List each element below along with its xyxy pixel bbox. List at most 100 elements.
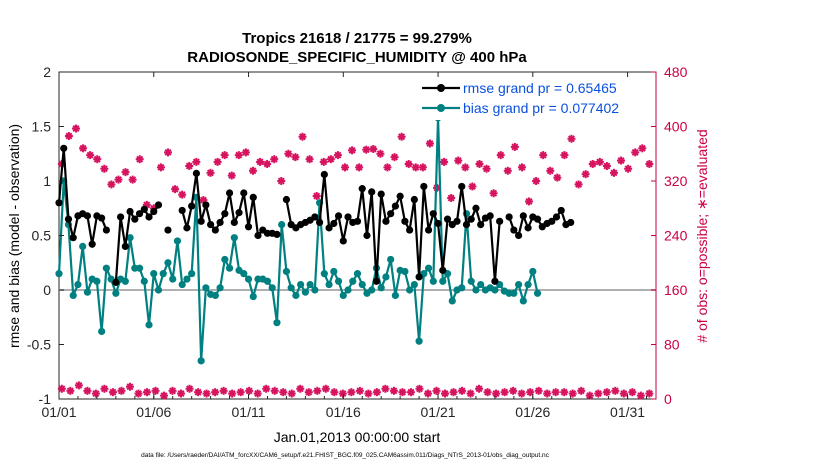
obs-possible-dot bbox=[144, 202, 149, 208]
obs-evaluated-dot bbox=[374, 389, 380, 395]
obs-possible-dot bbox=[519, 165, 525, 170]
obs-evaluated-dot bbox=[391, 388, 397, 394]
obs-possible-point bbox=[617, 156, 626, 165]
rmse-point bbox=[401, 217, 409, 225]
obs-possible-dot bbox=[406, 161, 411, 167]
rmse-point bbox=[249, 193, 257, 201]
obs-evaluated-dot bbox=[459, 388, 465, 394]
obs-possible-dot bbox=[463, 165, 468, 170]
bias-point bbox=[514, 280, 523, 289]
obs-possible-dot bbox=[505, 168, 510, 173]
bias-point bbox=[429, 277, 437, 285]
obs-possible-dot bbox=[222, 152, 227, 158]
rmse-series bbox=[55, 144, 575, 286]
bias-point bbox=[467, 277, 475, 285]
obs-possible-dot bbox=[576, 182, 581, 187]
rmse-point bbox=[486, 212, 494, 220]
legend-bias-marker bbox=[437, 104, 445, 112]
obs-possible-point bbox=[340, 163, 349, 172]
rmse-point bbox=[88, 240, 96, 248]
rmse-point bbox=[514, 231, 523, 240]
obs-evaluated-dot bbox=[425, 391, 431, 396]
obs-possible-point bbox=[638, 144, 647, 153]
bias-point bbox=[406, 286, 414, 294]
chart-title: Tropics 21618 / 21775 = 99.279% bbox=[242, 30, 472, 47]
obs-evaluated-dot bbox=[178, 391, 184, 396]
obs-evaluated-point bbox=[543, 389, 552, 398]
rmse-line bbox=[114, 204, 160, 283]
legend-rmse-label: rmse grand pr = 0.65465 bbox=[463, 80, 617, 96]
rmse-point bbox=[330, 219, 338, 228]
obs-possible-point bbox=[581, 170, 590, 179]
obs-evaluated-point bbox=[636, 391, 645, 400]
obs-evaluated-point bbox=[577, 386, 586, 395]
rmse-point bbox=[64, 215, 73, 223]
obs-evaluated-dot bbox=[451, 389, 456, 395]
obs-possible-dot bbox=[399, 134, 404, 139]
rmse-point bbox=[372, 277, 381, 285]
obs-possible-dot bbox=[165, 150, 171, 155]
bias-point bbox=[524, 280, 532, 289]
obs-possible-point bbox=[517, 163, 526, 172]
obs-evaluated-dot bbox=[485, 389, 490, 395]
obs-evaluated-dot bbox=[212, 389, 218, 395]
obs-evaluated-point bbox=[406, 388, 415, 397]
obs-evaluated-dot bbox=[596, 391, 601, 396]
obs-evaluated-dot bbox=[110, 389, 116, 395]
obs-possible-point bbox=[447, 194, 456, 203]
obs-possible-point bbox=[376, 149, 385, 158]
obs-possible-dot bbox=[215, 159, 220, 165]
obs-possible-dot bbox=[179, 192, 185, 197]
obs-possible-dot bbox=[456, 158, 461, 163]
rmse-point bbox=[429, 210, 437, 218]
rmse-point bbox=[273, 230, 281, 239]
rmse-point bbox=[477, 221, 485, 229]
obs-possible-point bbox=[482, 164, 491, 173]
obs-possible-dot bbox=[583, 171, 588, 177]
obs-evaluated-dot bbox=[544, 391, 550, 396]
obs-possible-dot bbox=[512, 144, 518, 150]
obs-possible-point bbox=[348, 146, 357, 155]
bias-point bbox=[282, 267, 291, 276]
y-left-tick-label: 0.5 bbox=[32, 228, 52, 244]
obs-evaluated-dot bbox=[195, 389, 201, 395]
obs-possible-dot bbox=[116, 177, 121, 182]
bias-point bbox=[287, 284, 295, 292]
obs-possible-point bbox=[532, 177, 541, 185]
legend-rmse-marker bbox=[437, 84, 445, 92]
obs-possible-dot bbox=[229, 173, 234, 178]
obs-evaluated-dot bbox=[587, 393, 592, 398]
obs-evaluated-dot bbox=[357, 388, 363, 394]
obs-evaluated-dot bbox=[621, 391, 627, 396]
obs-possible-point bbox=[114, 175, 123, 184]
y-left-tick-label: 1.5 bbox=[32, 119, 52, 135]
x-tick-label: 01/06 bbox=[136, 404, 171, 420]
bias-point bbox=[135, 264, 144, 272]
obs-possible-dot bbox=[172, 186, 178, 192]
obs-evaluated-dot bbox=[289, 391, 294, 396]
bias-point bbox=[472, 286, 480, 294]
obs-possible-dot bbox=[272, 157, 277, 162]
obs-possible-dot bbox=[470, 184, 475, 189]
obs-possible-dot bbox=[293, 154, 298, 160]
rmse-point bbox=[434, 219, 442, 228]
obs-possible-point bbox=[546, 166, 555, 175]
obs-possible-point bbox=[468, 182, 477, 191]
obs-possible-dot bbox=[137, 157, 142, 162]
obs-possible-point bbox=[595, 157, 604, 166]
bias-point bbox=[382, 273, 390, 281]
rmse-point bbox=[83, 212, 92, 220]
bias-point bbox=[126, 234, 134, 242]
rmse-point bbox=[567, 218, 575, 227]
rmse-point bbox=[244, 223, 253, 231]
obs-possible-dot bbox=[66, 133, 72, 139]
bias-point bbox=[391, 291, 400, 300]
obs-evaluated-dot bbox=[502, 389, 507, 395]
obs-possible-dot bbox=[208, 170, 213, 176]
obs-possible-dot bbox=[109, 182, 114, 187]
rmse-point bbox=[183, 224, 191, 232]
obs-evaluated-point bbox=[432, 386, 441, 395]
obs-evaluated-point bbox=[355, 386, 364, 395]
obs-possible-dot bbox=[640, 146, 645, 151]
